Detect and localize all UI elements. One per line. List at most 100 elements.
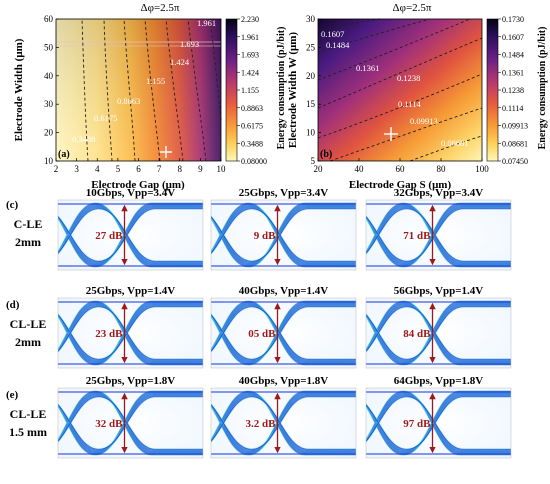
eye-traces bbox=[211, 202, 356, 268]
colorbar-tick-label: 0.1730 bbox=[502, 15, 524, 24]
colorbar-tick-label: 1.424 bbox=[241, 68, 259, 77]
y-tick-label: 40 bbox=[44, 71, 54, 81]
extinction-ratio-label: 32 dB bbox=[95, 418, 123, 430]
y-tick-label: 25 bbox=[306, 42, 316, 52]
colorbar-tick-label: 0.07450 bbox=[502, 157, 528, 166]
panel-b-yticks: 5 10 15 20 25 30 bbox=[306, 14, 321, 166]
eye-plot-area bbox=[211, 388, 356, 458]
eye-traces bbox=[58, 300, 203, 366]
panel-b-label: (b) bbox=[320, 149, 332, 160]
panel-a-colorbar bbox=[225, 18, 238, 162]
contour-label: 0.1238 bbox=[397, 73, 420, 83]
extinction-ratio-label: 3.2 dB bbox=[246, 418, 277, 430]
x-tick-label: 9 bbox=[198, 164, 203, 174]
optimum-marker bbox=[160, 146, 172, 158]
x-tick-label: 40 bbox=[355, 164, 365, 174]
eye-title: 32Gbps, Vpp=3.4V bbox=[394, 187, 484, 199]
eye-plot-area bbox=[58, 298, 203, 368]
y-tick-label: 20 bbox=[306, 71, 316, 81]
x-tick-label: 5 bbox=[116, 164, 121, 174]
colorbar-tick-label: 0.6175 bbox=[241, 122, 263, 131]
contour-label: 0.1607 bbox=[321, 29, 344, 39]
device-name: CL-LE bbox=[10, 317, 47, 331]
colorbar-tick-label: 0.08681 bbox=[502, 139, 528, 148]
y-tick-label: 5 bbox=[311, 156, 316, 166]
x-tick-label: 100 bbox=[475, 164, 489, 174]
row-label: (d) bbox=[6, 299, 20, 311]
eye-diagram: 25Gbps, Vpp=3.4V 9 dB bbox=[210, 187, 357, 271]
eye-traces bbox=[58, 390, 203, 456]
extinction-ratio-label: 71 dB bbox=[403, 230, 431, 242]
colorbar-tick-label: 1.961 bbox=[241, 33, 259, 42]
device-length: 1.5 mm bbox=[9, 425, 47, 439]
contour-label: 1.424 bbox=[170, 57, 190, 67]
eye-diagram: 56Gbps, Vpp=1.4V 84 dB bbox=[365, 285, 512, 369]
x-tick-label: 8 bbox=[178, 164, 183, 174]
colorbar-tick-label: 0.08000 bbox=[241, 157, 267, 166]
panel-a-ylabel: Electrode Width (μm) bbox=[13, 38, 25, 141]
colorbar-tick-label: 0.8863 bbox=[241, 104, 263, 113]
eye-title: 40Gbps, Vpp=1.4V bbox=[239, 285, 329, 297]
colorbar-tick-label: 0.3488 bbox=[241, 139, 263, 148]
eye-diagram: 40Gbps, Vpp=1.4V 05 dB bbox=[210, 285, 357, 369]
panel-a: Δφ=2.5π 0.3488 0.6175 0.8863 1.155 1.424… bbox=[13, 2, 287, 191]
contour-label: 1.693 bbox=[180, 39, 199, 49]
panel-b-ylabel: Electrode Width W (μm) bbox=[287, 32, 299, 148]
row-label: (c) bbox=[6, 199, 19, 211]
y-tick-label: 30 bbox=[306, 14, 316, 24]
row-label: (e) bbox=[6, 389, 19, 401]
x-tick-label: 2 bbox=[54, 164, 59, 174]
extinction-ratio-label: 27 dB bbox=[95, 230, 123, 242]
colorbar-tick-label: 0.09913 bbox=[502, 122, 528, 131]
y-tick-label: 10 bbox=[306, 128, 316, 138]
eye-diagram: 64Gbps, Vpp=1.8V 97 dB bbox=[365, 375, 512, 459]
panel-b-colorbar bbox=[486, 18, 499, 162]
eye-traces bbox=[58, 202, 203, 268]
panel-b-heatmap bbox=[318, 19, 482, 161]
eye-traces bbox=[366, 390, 511, 456]
eye-plot-area bbox=[366, 200, 511, 270]
eye-plot-area bbox=[211, 298, 356, 368]
eye-row: (d) CL-LE 2mm 25Gbps, Vpp=1.4V 23 dB 40Gbps, … bbox=[6, 285, 512, 369]
y-tick-label: 15 bbox=[306, 99, 316, 109]
contour-label: 0.6175 bbox=[94, 113, 117, 123]
extinction-ratio-label: 9 dB bbox=[254, 230, 276, 242]
device-length: 2mm bbox=[15, 335, 41, 349]
eye-plot-area bbox=[58, 388, 203, 458]
eye-plot-area bbox=[211, 200, 356, 270]
y-tick-label: 30 bbox=[44, 99, 54, 109]
optimum-marker bbox=[384, 127, 398, 141]
eye-title: 25Gbps, Vpp=3.4V bbox=[239, 187, 329, 199]
eye-plot-area bbox=[366, 298, 511, 368]
panel-a-yticks: 10 20 30 40 50 60 bbox=[44, 14, 59, 166]
x-tick-label: 10 bbox=[217, 164, 227, 174]
device-length: 2mm bbox=[15, 235, 41, 249]
colorbar-tick-label: 2.230 bbox=[241, 15, 259, 24]
x-tick-label: 4 bbox=[95, 164, 100, 174]
contour-label: 0.1484 bbox=[326, 40, 350, 50]
y-tick-label: 50 bbox=[44, 42, 54, 52]
y-tick-label: 10 bbox=[44, 156, 54, 166]
contour-label: 0.09913 bbox=[410, 116, 438, 126]
eye-title: 56Gbps, Vpp=1.4V bbox=[394, 285, 484, 297]
panel-a-colorbar-label: Energy consumption (pJ/bit) bbox=[276, 27, 287, 150]
colorbar-tick-label: 0.1114 bbox=[502, 104, 523, 113]
panel-a-label: (a) bbox=[58, 149, 70, 160]
panel-a-contours bbox=[81, 18, 222, 162]
y-tick-label: 60 bbox=[44, 14, 54, 24]
panel-b-colorbar-label: Energy consumption (pJ/bit) bbox=[537, 27, 548, 150]
panel-b: Δφ=2.5π 0.1607 0.1484 0.1361 0.1238 0.11… bbox=[287, 2, 548, 191]
colorbar-tick-label: 0.1238 bbox=[502, 86, 524, 95]
colorbar-tick-label: 0.1484 bbox=[502, 51, 524, 60]
eye-plot-area bbox=[366, 388, 511, 458]
contour-label: 0.8863 bbox=[117, 96, 140, 106]
eye-diagram: 25Gbps, Vpp=1.4V 23 dB bbox=[57, 285, 204, 369]
contour-label: 0.1361 bbox=[356, 63, 379, 73]
eye-diagram: 10Gbps, Vpp=3.4V 27 dB bbox=[57, 187, 204, 271]
contour-label: 0.08681 bbox=[441, 138, 469, 148]
eye-row: (e) CL-LE 1.5 mm 25Gbps, Vpp=1.8V 32 dB 40Gbp… bbox=[6, 375, 512, 459]
x-tick-label: 3 bbox=[74, 164, 79, 174]
extinction-ratio-label: 05 dB bbox=[248, 328, 276, 340]
extinction-ratio-label: 84 dB bbox=[403, 328, 431, 340]
device-name: CL-LE bbox=[10, 407, 47, 421]
